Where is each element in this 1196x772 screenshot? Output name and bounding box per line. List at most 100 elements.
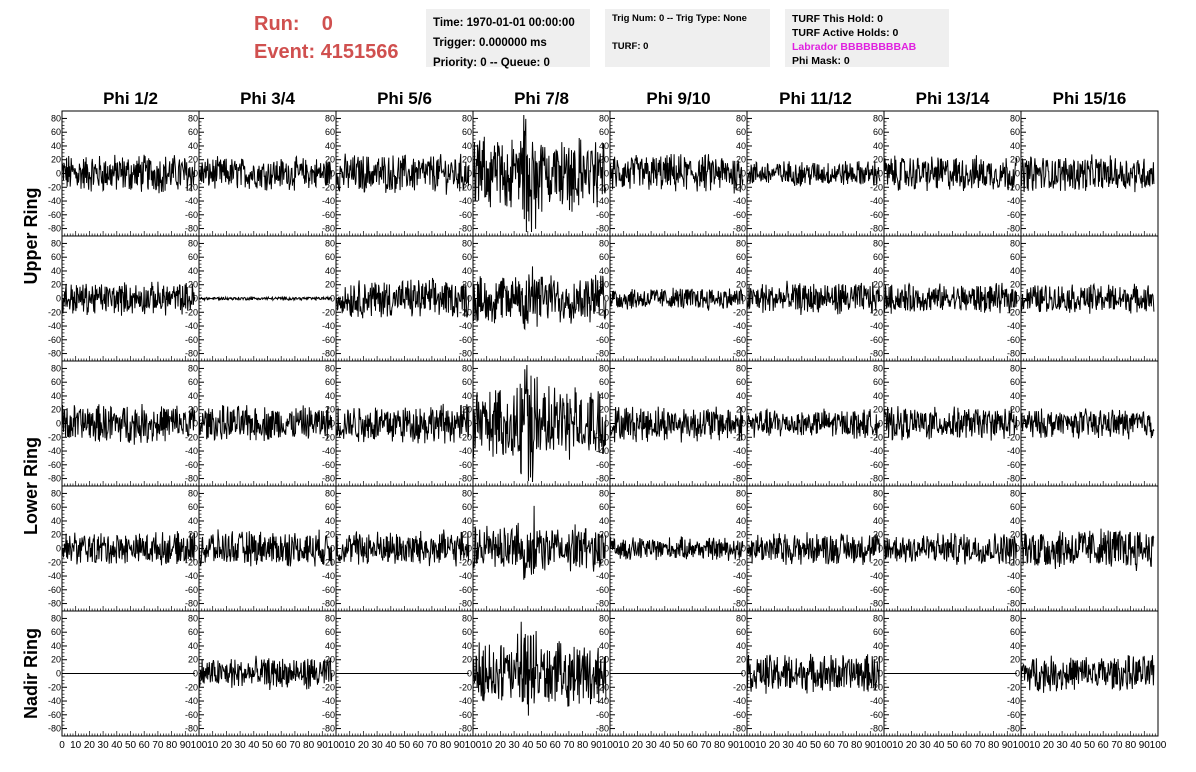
y-tick-label: -80	[1007, 724, 1020, 734]
y-tick-label: 40	[51, 516, 61, 526]
x-tick-label: 20	[495, 740, 507, 751]
y-tick-label: 0	[741, 294, 746, 304]
y-tick-label: 20	[873, 280, 883, 290]
y-tick-label: 20	[736, 280, 746, 290]
y-tick-label: -40	[322, 571, 335, 581]
y-tick-label: 0	[193, 294, 198, 304]
x-tick-label: 70	[1111, 740, 1123, 751]
y-tick-label: 40	[188, 641, 198, 651]
y-tick-label: 0	[330, 669, 335, 679]
y-tick-label: 20	[599, 405, 609, 415]
y-tick-label: 0	[1015, 419, 1020, 429]
y-tick-label: 40	[1010, 141, 1020, 151]
x-tick-label: 100	[876, 740, 893, 751]
x-tick-label: 90	[1139, 740, 1151, 751]
y-tick-label: 80	[1010, 363, 1020, 373]
x-tick-label: 100	[1150, 740, 1167, 751]
x-tick-label: 40	[659, 740, 671, 751]
y-tick-label: -80	[185, 224, 198, 234]
x-tick-label: 20	[84, 740, 96, 751]
waveform-trace	[609, 536, 744, 561]
y-tick-label: -60	[733, 335, 746, 345]
waveform-trace	[609, 406, 744, 443]
event-value: 4151566	[320, 41, 399, 63]
y-tick-label: -40	[870, 196, 883, 206]
y-tick-label: 40	[462, 391, 472, 401]
y-tick-label: -20	[185, 182, 198, 192]
y-tick-label: -60	[596, 460, 609, 470]
x-tick-label: 80	[303, 740, 315, 751]
waveform-trace	[883, 532, 1018, 565]
y-tick-label: 80	[873, 363, 883, 373]
x-tick-label: 60	[824, 740, 836, 751]
y-tick-label: 60	[873, 127, 883, 137]
y-tick-label: 60	[736, 377, 746, 387]
x-tick-label: 30	[1057, 740, 1069, 751]
y-tick-label: -40	[1007, 571, 1020, 581]
y-tick-label: 60	[325, 252, 335, 262]
x-tick-label: 50	[1084, 740, 1096, 751]
x-tick-label: 90	[591, 740, 603, 751]
turf-active-holds: TURF Active Holds: 0	[792, 27, 899, 39]
time-info-box: Time: 1970-01-01 00:00:00 Trigger: 0.000…	[426, 9, 590, 69]
y-tick-label: 40	[599, 516, 609, 526]
x-tick-label: 10	[70, 740, 82, 751]
y-tick-label: -60	[596, 710, 609, 720]
y-tick-label: 80	[599, 613, 609, 623]
x-tick-label: 30	[646, 740, 658, 751]
y-tick-label: 0	[878, 669, 883, 679]
x-tick-label: 80	[440, 740, 452, 751]
y-tick-label: -20	[322, 182, 335, 192]
y-tick-label: 80	[325, 363, 335, 373]
x-tick-label: 40	[1070, 740, 1082, 751]
y-tick-label: 40	[736, 266, 746, 276]
y-tick-label: -80	[459, 474, 472, 484]
y-tick-label: 60	[736, 627, 746, 637]
y-tick-label: -40	[870, 321, 883, 331]
y-tick-label: -40	[1007, 446, 1020, 456]
y-tick-label: 40	[462, 141, 472, 151]
y-tick-label: -60	[733, 460, 746, 470]
y-tick-label: 60	[188, 377, 198, 387]
x-tick-label: 10	[207, 740, 219, 751]
y-tick-label: 0	[878, 294, 883, 304]
y-tick-label: -40	[48, 196, 61, 206]
waveform-trace	[61, 403, 196, 445]
y-tick-label: -80	[870, 349, 883, 359]
y-tick-label: -60	[48, 460, 61, 470]
y-tick-label: -80	[733, 474, 746, 484]
y-tick-label: 60	[462, 627, 472, 637]
y-tick-label: 40	[873, 391, 883, 401]
column-header: Phi 7/8	[514, 89, 569, 108]
y-tick-label: -60	[322, 710, 335, 720]
y-tick-label: -40	[459, 571, 472, 581]
waveform-trace	[335, 153, 470, 195]
y-tick-label: 60	[1010, 252, 1020, 262]
y-tick-label: -80	[596, 349, 609, 359]
x-tick-label: 90	[317, 740, 329, 751]
y-tick-label: -40	[322, 321, 335, 331]
x-tick-label: 50	[947, 740, 959, 751]
y-tick-label: 80	[462, 613, 472, 623]
y-tick-label: -20	[1007, 557, 1020, 567]
y-tick-label: 60	[325, 127, 335, 137]
y-tick-label: 40	[325, 266, 335, 276]
y-tick-label: -60	[1007, 460, 1020, 470]
x-tick-label: 60	[687, 740, 699, 751]
x-tick-label: 100	[191, 740, 208, 751]
x-tick-label: 100	[1013, 740, 1030, 751]
y-tick-label: -60	[733, 710, 746, 720]
y-tick-label: -20	[1007, 682, 1020, 692]
y-tick-label: 80	[325, 238, 335, 248]
y-tick-label: 40	[462, 516, 472, 526]
y-tick-label: 80	[1010, 613, 1020, 623]
y-tick-label: -20	[185, 557, 198, 567]
y-tick-label: 40	[325, 141, 335, 151]
y-tick-label: -40	[1007, 696, 1020, 706]
y-tick-label: 0	[741, 544, 746, 554]
y-tick-label: 40	[51, 266, 61, 276]
y-tick-label: -40	[185, 571, 198, 581]
y-tick-label: 40	[1010, 391, 1020, 401]
ring-label: Upper Ring	[21, 188, 41, 285]
